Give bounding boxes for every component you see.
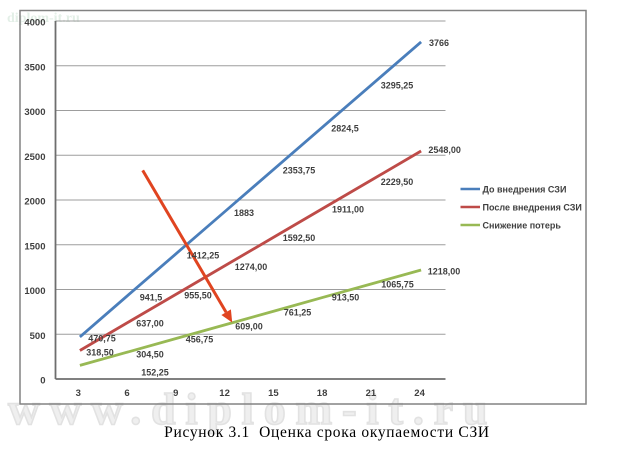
svg-text:Рисунок 3.1 Оценка срока окуп: Рисунок 3.1 Оценка срока окупаемости СЗИ bbox=[164, 424, 490, 441]
svg-text:diplom-it.ru: diplom-it.ru bbox=[7, 11, 80, 26]
svg-text:152,25: 152,25 bbox=[141, 368, 169, 378]
svg-text:2548,00: 2548,00 bbox=[428, 145, 461, 155]
svg-text:18: 18 bbox=[317, 388, 328, 399]
svg-text:1412,25: 1412,25 bbox=[187, 251, 220, 261]
svg-text:1065,75: 1065,75 bbox=[381, 280, 414, 290]
svg-text:4000: 4000 bbox=[24, 18, 45, 29]
svg-text:456,75: 456,75 bbox=[186, 335, 214, 345]
svg-text:1500: 1500 bbox=[24, 241, 45, 252]
svg-text:1218,00: 1218,00 bbox=[428, 267, 461, 277]
svg-text:3500: 3500 bbox=[24, 62, 45, 73]
svg-text:6: 6 bbox=[124, 388, 129, 399]
svg-text:0: 0 bbox=[40, 376, 45, 387]
svg-text:2000: 2000 bbox=[24, 197, 45, 208]
svg-text:3766: 3766 bbox=[429, 38, 449, 48]
svg-text:1592,50: 1592,50 bbox=[283, 233, 316, 243]
svg-text:3000: 3000 bbox=[24, 107, 45, 118]
svg-text:500: 500 bbox=[30, 331, 46, 342]
svg-text:913,50: 913,50 bbox=[332, 293, 360, 303]
svg-text:www.diplom-it.ru: www.diplom-it.ru bbox=[8, 385, 497, 434]
svg-text:2500: 2500 bbox=[24, 152, 45, 163]
svg-text:1000: 1000 bbox=[24, 286, 45, 297]
svg-text:761,25: 761,25 bbox=[284, 308, 312, 318]
svg-text:304,50: 304,50 bbox=[136, 350, 164, 360]
svg-text:1274,00: 1274,00 bbox=[235, 262, 268, 272]
svg-text:318,50: 318,50 bbox=[86, 348, 114, 358]
svg-text:941,5: 941,5 bbox=[140, 293, 163, 303]
svg-text:1883: 1883 bbox=[234, 208, 254, 218]
svg-text:21: 21 bbox=[366, 388, 377, 399]
svg-text:2353,75: 2353,75 bbox=[283, 166, 316, 176]
svg-text:1911,00: 1911,00 bbox=[332, 205, 364, 215]
svg-text:После внедрения СЗИ: После внедрения СЗИ bbox=[483, 203, 582, 213]
svg-text:15: 15 bbox=[268, 388, 279, 399]
svg-text:470,75: 470,75 bbox=[88, 334, 116, 344]
svg-text:609,00: 609,00 bbox=[235, 322, 263, 332]
svg-text:3: 3 bbox=[76, 388, 81, 399]
svg-text:637,00: 637,00 bbox=[136, 319, 164, 329]
svg-text:9: 9 bbox=[173, 388, 178, 399]
svg-text:955,50: 955,50 bbox=[184, 291, 212, 301]
svg-text:24: 24 bbox=[414, 388, 425, 399]
svg-text:До внедрения СЗИ: До внедрения СЗИ bbox=[483, 185, 567, 195]
svg-text:3295,25: 3295,25 bbox=[381, 81, 414, 91]
svg-text:2229,50: 2229,50 bbox=[381, 177, 414, 187]
svg-text:2824,5: 2824,5 bbox=[331, 124, 359, 134]
svg-text:12: 12 bbox=[219, 388, 230, 399]
svg-text:Снижение потерь: Снижение потерь bbox=[483, 221, 562, 231]
